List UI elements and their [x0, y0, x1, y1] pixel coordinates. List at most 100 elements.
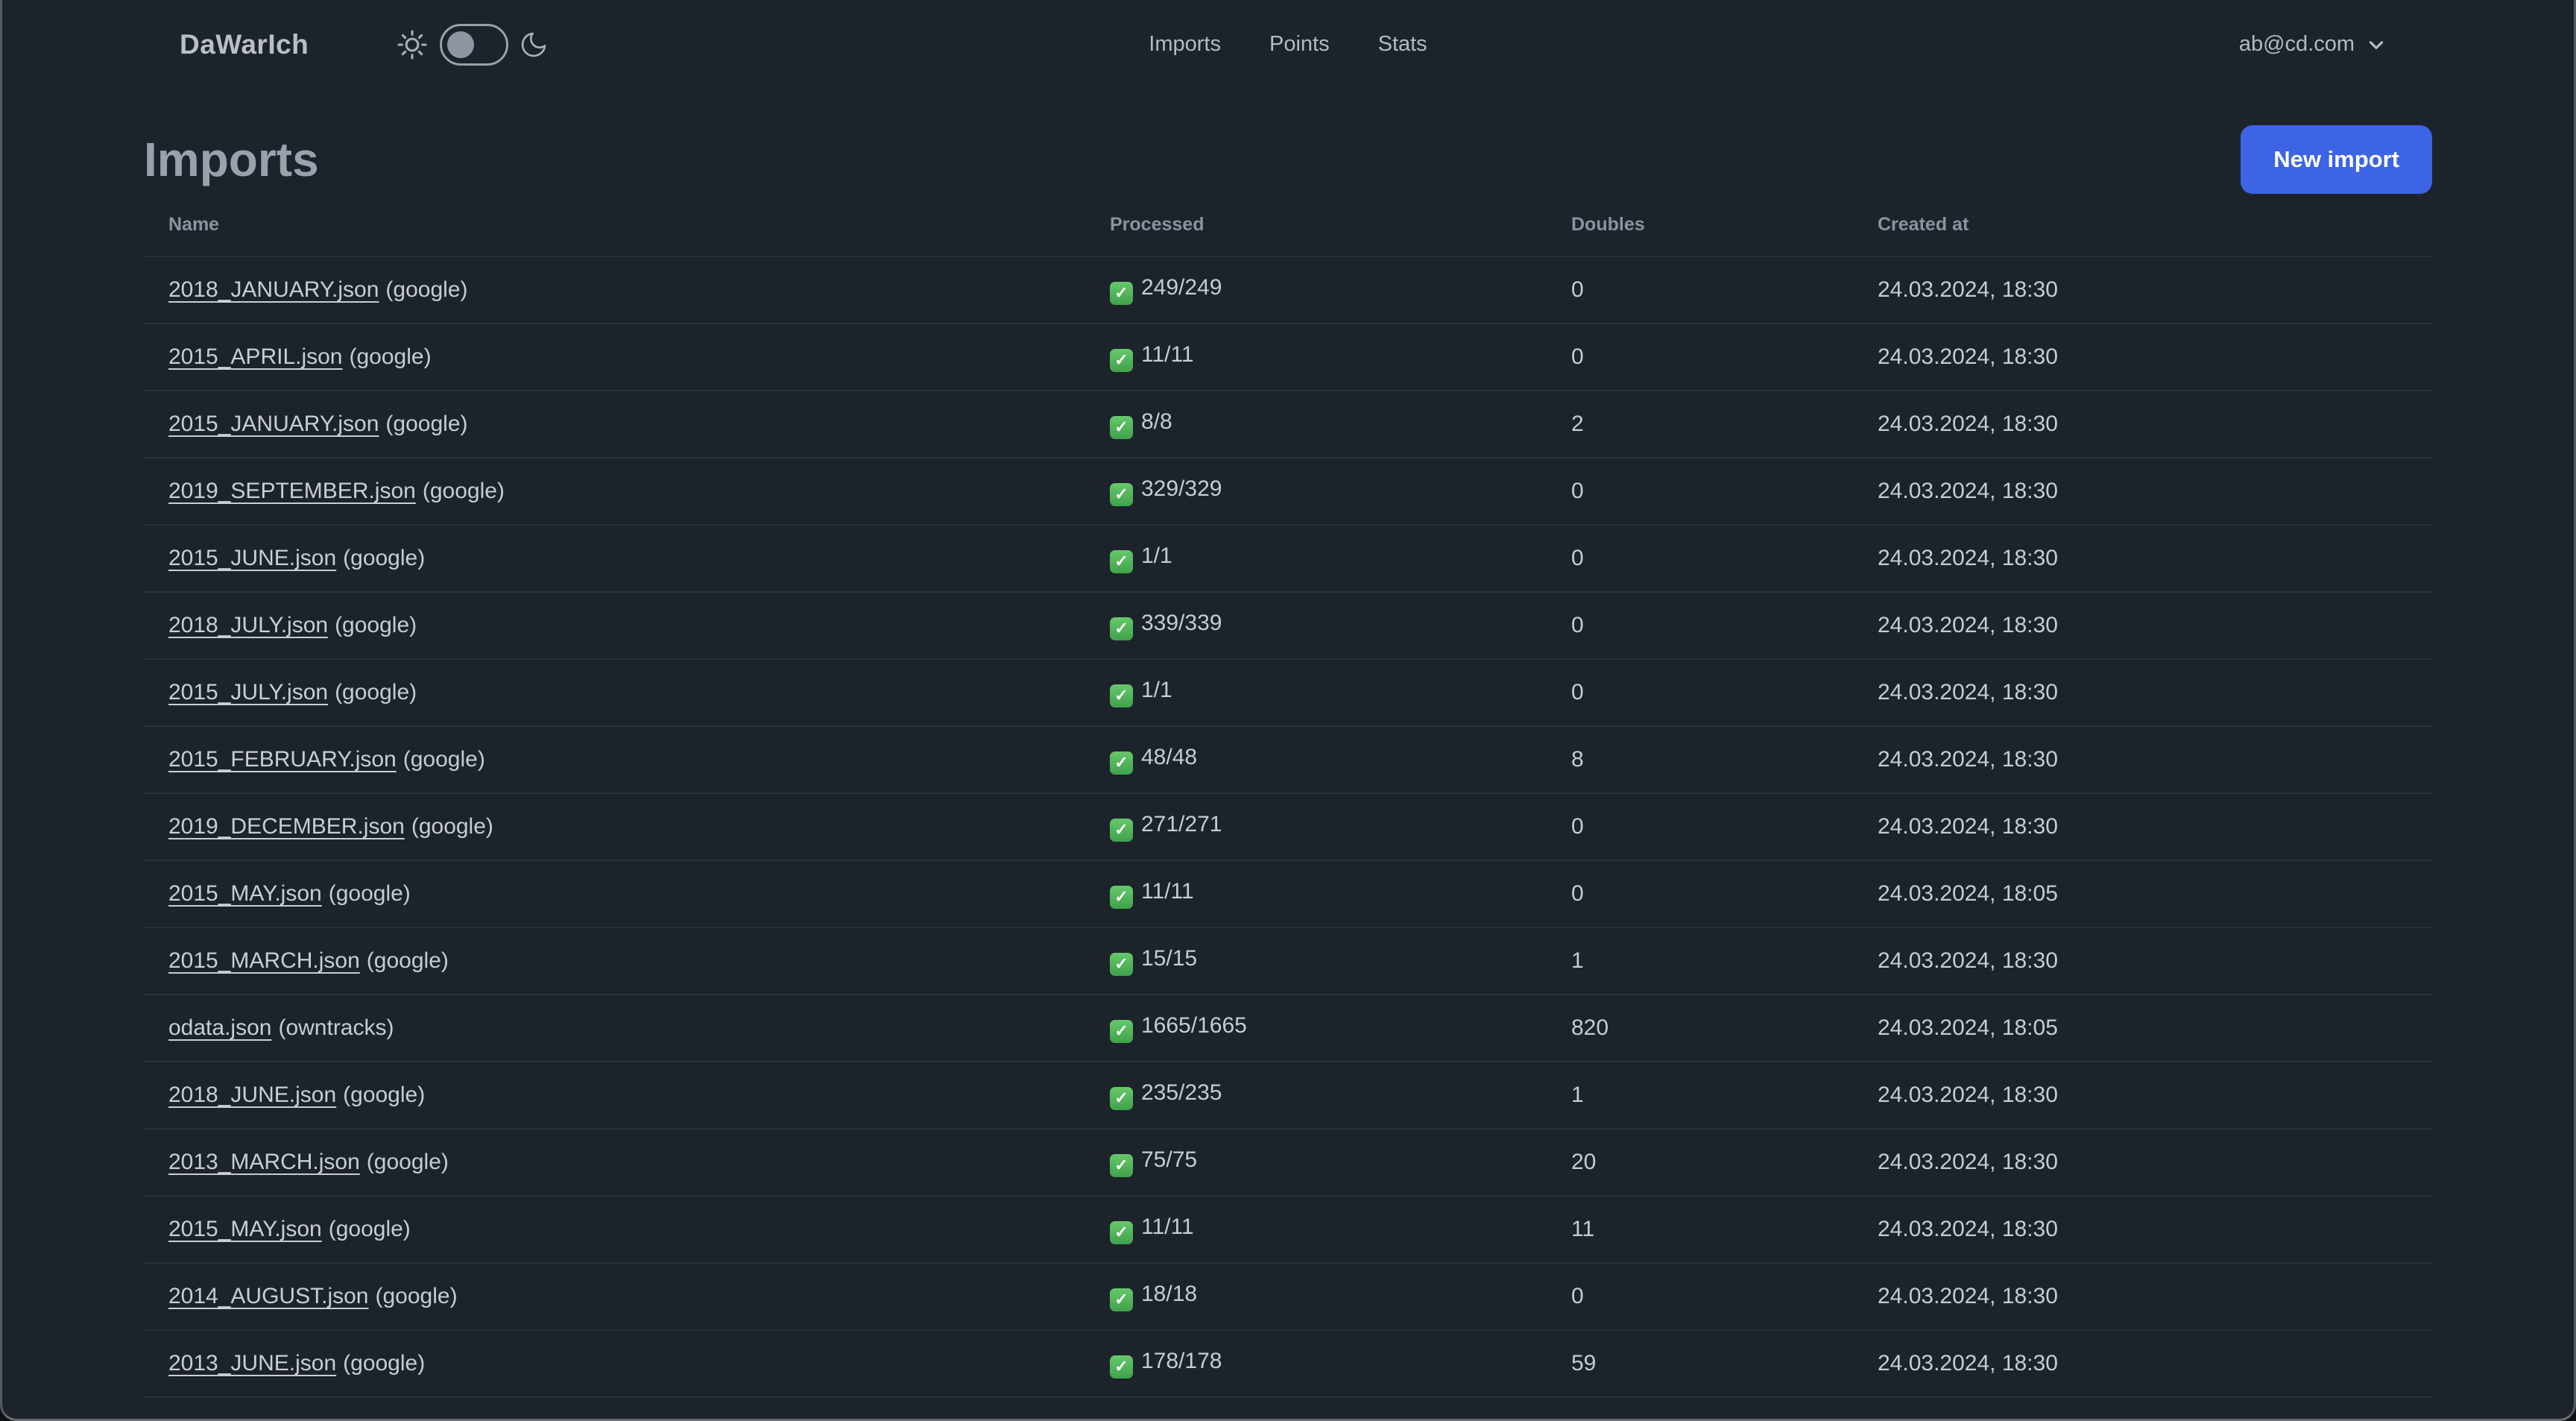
- table-row: 2014_AUGUST.json (google) ✓ 18/18 0 24.03.…: [144, 1263, 2432, 1330]
- import-source: (google): [402, 747, 485, 772]
- created-at: 24.03.2024, 18:30: [1878, 1351, 2058, 1376]
- created-at: 24.03.2024, 18:30: [1878, 613, 2058, 637]
- check-icon: ✓: [1110, 1019, 1133, 1043]
- processed-count: 15/15: [1141, 946, 1198, 971]
- imports-table: Name Processed Doubles Created at 2018_J…: [144, 194, 2432, 1419]
- import-file-link[interactable]: 2015_JULY.json: [168, 680, 329, 705]
- created-at: 24.03.2024, 18:30: [1878, 1083, 2058, 1107]
- column-header-processed: Processed: [1110, 214, 1205, 235]
- table-row: 2018_JANUARY.json (google) ✓ 249/249 0 24.…: [144, 256, 2432, 324]
- import-file-link[interactable]: 2019_SEPTEMBER.json: [168, 479, 416, 503]
- import-file-link[interactable]: odata.json: [168, 1015, 272, 1040]
- processed-count: 11/11: [1141, 342, 1194, 368]
- moon-icon: [522, 32, 546, 57]
- table-row: 2015_JULY.json (google) ✓ 1/1 0 24.03.2024…: [144, 659, 2432, 726]
- page-title: Imports: [144, 133, 319, 186]
- doubles-count: 0: [1571, 613, 1584, 637]
- doubles-count: 820: [1571, 1015, 1609, 1040]
- check-icon: ✓: [1110, 549, 1133, 573]
- check-icon: ✓: [1110, 1355, 1133, 1379]
- user-menu[interactable]: ab@cd.com: [2239, 0, 2387, 89]
- processed-count: 271/271: [1141, 812, 1222, 837]
- created-at: 24.03.2024, 18:30: [1878, 546, 2058, 570]
- import-file-link[interactable]: 2015_MAY.json: [168, 881, 322, 906]
- processed-count: 1/1: [1141, 543, 1172, 569]
- doubles-count: 0: [1571, 479, 1584, 503]
- table-row: 2015_JANUARY.json (google) ✓ 8/8 2 24.03.2…: [144, 391, 2432, 458]
- table-header-row: Name Processed Doubles Created at: [144, 194, 2432, 256]
- check-icon: ✓: [1110, 885, 1133, 909]
- import-source: (google): [343, 1083, 426, 1107]
- import-file-link[interactable]: 2013_MARCH.json: [168, 1150, 360, 1174]
- nav-link-points[interactable]: Points: [1269, 32, 1330, 56]
- import-file-link[interactable]: 2018_JULY.json: [168, 613, 329, 637]
- main-nav: Imports Points Stats: [1149, 32, 1427, 57]
- user-email: ab@cd.com: [2238, 32, 2355, 56]
- import-file-link[interactable]: 2015_MARCH.json: [168, 948, 360, 973]
- check-icon: ✓: [1110, 684, 1133, 708]
- check-icon: ✓: [1110, 952, 1133, 976]
- import-source: (google): [328, 1217, 411, 1241]
- import-source: (google): [328, 881, 411, 906]
- doubles-count: [1571, 1397, 1878, 1419]
- import-source: (google): [422, 479, 505, 503]
- doubles-count: 0: [1571, 881, 1584, 906]
- created-at: 24.03.2024, 18:30: [1878, 1217, 2058, 1241]
- check-icon: ✓: [1110, 751, 1133, 775]
- doubles-count: 0: [1571, 277, 1584, 302]
- processed-count: 235/235: [1141, 1080, 1222, 1106]
- processed-count: 249/249: [1141, 275, 1222, 300]
- check-icon: ✓: [1110, 818, 1133, 842]
- import-source: (google): [349, 344, 432, 369]
- chevron-down-icon: [2369, 40, 2384, 49]
- doubles-count: 0: [1571, 546, 1584, 570]
- import-file-link[interactable]: 2019_DECEMBER.json: [168, 814, 405, 839]
- sun-icon: [397, 29, 427, 60]
- check-icon: ✓: [1110, 348, 1133, 372]
- import-file-link[interactable]: 2015_APRIL.json: [168, 344, 343, 369]
- nav-link-stats[interactable]: Stats: [1377, 32, 1427, 56]
- main-content: Imports New import Name Processed Double…: [2, 125, 2574, 1419]
- table-row: 2015_MAY.json (google) ✓ 11/11 0 24.03.202…: [144, 860, 2432, 927]
- check-icon: ✓: [1110, 1086, 1133, 1110]
- processed-count: 48/48: [1141, 745, 1198, 770]
- import-file-link[interactable]: 2018_JUNE.json: [168, 1083, 337, 1107]
- table-row: 2018_JUNE.json (google) ✓ 235/235 1 24.03.…: [144, 1062, 2432, 1129]
- created-at: 24.03.2024, 18:30: [1878, 814, 2058, 839]
- doubles-count: 20: [1571, 1150, 1597, 1174]
- processed-count: 18/18: [1141, 1282, 1198, 1307]
- import-file-link[interactable]: 2014_AUGUST.json: [168, 1284, 369, 1308]
- created-at: 24.03.2024, 18:30: [1878, 948, 2058, 973]
- import-source: (google): [366, 948, 449, 973]
- check-icon: ✓: [1110, 1153, 1133, 1177]
- theme-toggle-switch[interactable]: [440, 23, 509, 66]
- import-file-link[interactable]: 2015_JANUARY.json: [168, 412, 379, 436]
- import-file-link[interactable]: 2015_MAY.json: [168, 1217, 322, 1241]
- navbar: DaWarIch Imports Points Stats ab@cd.com: [2, 0, 2574, 89]
- import-file-link[interactable]: 2015_FEBRUARY.json: [168, 747, 397, 772]
- import-file-link[interactable]: 2013_JUNE.json: [168, 1351, 337, 1376]
- app-logo[interactable]: DaWarIch: [180, 28, 309, 60]
- theme-toggle[interactable]: [395, 23, 549, 66]
- new-import-button[interactable]: New import: [2241, 125, 2432, 194]
- table-row: 2015_MARCH.json (google) ✓ 15/15 1 24.03.2…: [144, 927, 2432, 995]
- import-source: (google): [375, 1284, 458, 1308]
- table-row: 2013_JUNE.json (google) ✓ 178/178 59 24.03…: [144, 1330, 2432, 1397]
- import-source: (google): [366, 1150, 449, 1174]
- import-source: (owntracks): [278, 1015, 394, 1040]
- import-file-link[interactable]: 2018_JANUARY.json: [168, 277, 379, 302]
- check-icon: ✓: [1110, 1220, 1133, 1244]
- check-icon: ✓: [1110, 1288, 1133, 1311]
- processed-count: 8/8: [1141, 409, 1172, 435]
- column-header-created-at: Created at: [1878, 214, 1969, 235]
- import-source: (google): [385, 412, 468, 436]
- table-row-partial: ✓: [144, 1397, 2432, 1419]
- nav-link-imports[interactable]: Imports: [1149, 32, 1221, 56]
- theme-toggle-knob: [447, 31, 475, 58]
- import-source: (google): [343, 546, 426, 570]
- created-at: 24.03.2024, 18:30: [1878, 1284, 2058, 1308]
- import-source: (google): [411, 814, 493, 839]
- import-file-link[interactable]: 2015_JUNE.json: [168, 546, 337, 570]
- check-icon: ✓: [1110, 281, 1133, 305]
